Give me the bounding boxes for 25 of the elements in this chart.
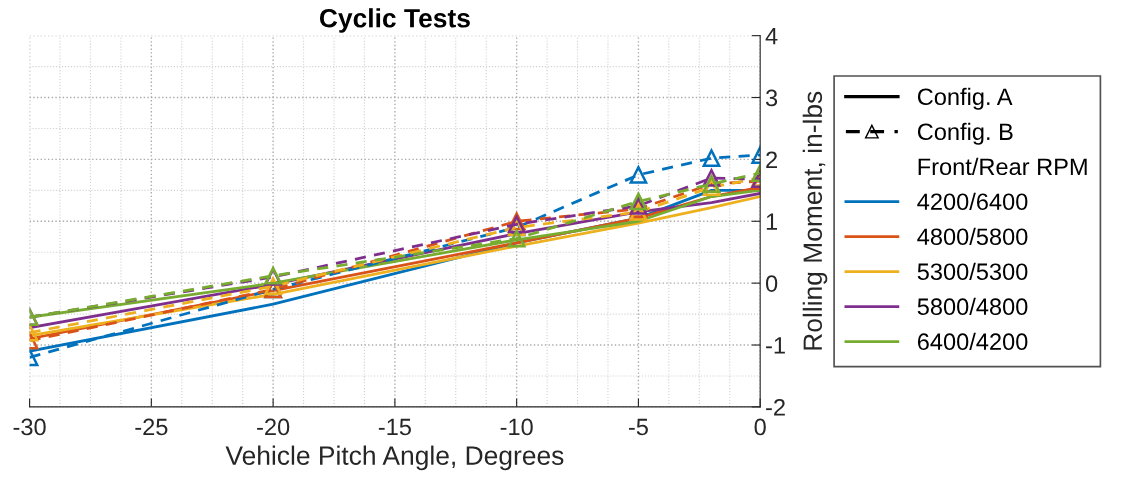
legend-label: 6400/4200	[917, 332, 1028, 351]
y-axis-title: Rolling Moment, in-lbs	[802, 91, 828, 350]
x-tick-label: -5	[628, 418, 648, 436]
chart-title: Cyclic Tests	[319, 8, 470, 33]
x-tick-label: -25	[135, 418, 168, 436]
y-tick-label: 4	[765, 27, 778, 45]
x-tick-label: -30	[13, 418, 46, 436]
y-tick-label: 2	[766, 151, 777, 168]
legend-label: 4200/6400	[917, 192, 1028, 211]
x-tick-label: 0	[754, 418, 766, 436]
legend-label: 4800/5800	[917, 227, 1028, 246]
y-tick-label: 0	[765, 275, 778, 292]
x-axis-title: Vehicle Pitch Angle, Degrees	[225, 445, 564, 471]
y-tick-label: 1	[766, 213, 778, 230]
y-tick-label: -1	[766, 337, 785, 354]
legend-title: Front/Rear RPM	[918, 157, 1087, 176]
x-tick-label: -15	[378, 418, 411, 436]
x-tick-label: -20	[257, 418, 290, 436]
y-tick-label: -2	[766, 398, 785, 416]
legend-label: 5300/5300	[917, 262, 1028, 281]
text: Config. B	[917, 122, 1013, 145]
legend-label: 5800/4800	[917, 297, 1028, 316]
x-tick-label: -10	[500, 418, 533, 436]
y-tick-label: 3	[765, 89, 778, 107]
text: Config. A	[917, 87, 1013, 110]
